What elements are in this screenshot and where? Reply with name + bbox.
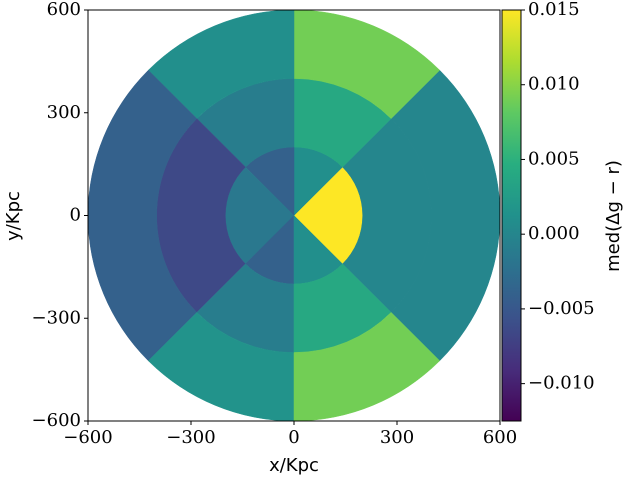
colorbar-tick-label: −0.005 xyxy=(528,298,595,319)
x-tick-label: 600 xyxy=(483,427,517,448)
y-tick-label: −300 xyxy=(32,307,81,328)
bin-wedge xyxy=(293,312,441,422)
colorbar xyxy=(501,9,522,422)
x-tick-label: 300 xyxy=(380,427,414,448)
colorbar-tick-label: −0.010 xyxy=(528,373,595,394)
y-axis-label: y/Kpc xyxy=(3,191,24,241)
bin-wedge xyxy=(87,69,198,362)
colorbar-tick-label: 0.010 xyxy=(528,74,580,95)
y-tick-label: 300 xyxy=(47,102,81,123)
x-tick-label: −300 xyxy=(166,427,215,448)
colorbar-label: med(Δg − r) xyxy=(603,160,624,272)
y-tick-label: 0 xyxy=(70,205,81,226)
colorbar-tick-label: 0.015 xyxy=(528,0,580,20)
bin-wedge xyxy=(390,69,501,362)
x-axis-label: x/Kpc xyxy=(269,455,319,476)
y-tick-label: −600 xyxy=(32,410,81,431)
x-tick-label: −600 xyxy=(63,427,112,448)
y-tick-label: 600 xyxy=(47,0,81,20)
colorbar-tick-label: 0.000 xyxy=(528,223,580,244)
x-tick-label: 0 xyxy=(288,427,299,448)
colorbar-tick-label: 0.005 xyxy=(528,148,580,169)
